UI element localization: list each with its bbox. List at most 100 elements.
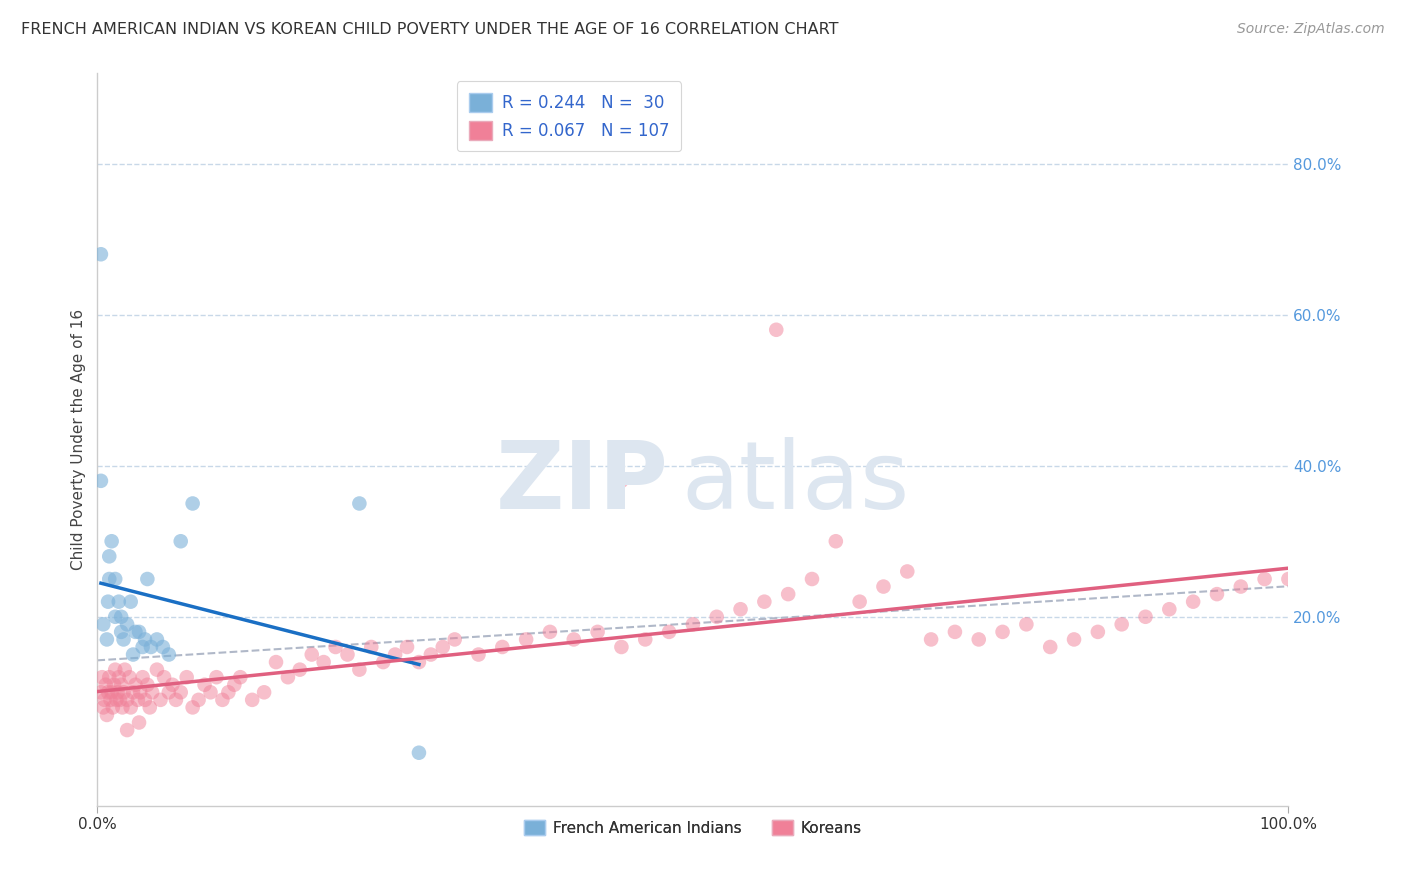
Point (562, 632, 585, 647)
Point (538, 624, 561, 639)
Point (706, 609, 728, 624)
Point (134, 632, 156, 647)
Point (205, 670, 228, 684)
Y-axis label: Child Poverty Under the Age of 16: Child Poverty Under the Age of 16 (72, 309, 86, 570)
Legend: French American Indians, Koreans: French American Indians, Koreans (517, 814, 868, 842)
Point (765, 323, 787, 337)
Point (1063, 632, 1085, 647)
Text: FRENCH AMERICAN INDIAN VS KOREAN CHILD POVERTY UNDER THE AGE OF 16 CORRELATION C: FRENCH AMERICAN INDIAN VS KOREAN CHILD P… (21, 22, 838, 37)
Point (408, 655, 430, 669)
Point (467, 648, 489, 662)
Point (131, 670, 153, 684)
Point (136, 678, 159, 692)
Point (98, 549, 121, 564)
Point (586, 624, 609, 639)
Point (211, 693, 233, 707)
Point (90, 247, 112, 261)
Point (100, 685, 122, 699)
Point (128, 715, 150, 730)
Point (778, 587, 800, 601)
Point (336, 648, 359, 662)
Point (349, 663, 371, 677)
Point (229, 670, 252, 684)
Point (98, 670, 121, 684)
Point (217, 685, 239, 699)
Point (1087, 624, 1109, 639)
Point (104, 572, 127, 586)
Point (136, 572, 159, 586)
Point (187, 693, 209, 707)
Point (97, 685, 120, 699)
Point (112, 632, 135, 647)
Point (141, 685, 163, 699)
Point (90, 474, 112, 488)
Text: Source: ZipAtlas.com: Source: ZipAtlas.com (1237, 22, 1385, 37)
Point (120, 700, 142, 714)
Point (920, 632, 942, 647)
Point (325, 640, 347, 654)
Point (146, 632, 169, 647)
Point (91, 670, 114, 684)
Point (349, 496, 371, 510)
Point (110, 624, 132, 639)
Point (122, 685, 145, 699)
Point (90, 685, 112, 699)
Point (129, 685, 152, 699)
Point (658, 624, 681, 639)
Point (896, 565, 918, 579)
Point (1039, 640, 1062, 654)
Point (118, 670, 141, 684)
Point (107, 685, 129, 699)
Point (181, 496, 204, 510)
Point (1015, 617, 1038, 632)
Point (111, 700, 134, 714)
Point (240, 693, 263, 707)
Point (1111, 617, 1133, 632)
Point (97, 595, 120, 609)
Point (107, 670, 129, 684)
Point (101, 700, 124, 714)
Point (94, 678, 117, 692)
Point (193, 678, 215, 692)
Point (153, 670, 176, 684)
Point (288, 663, 311, 677)
Point (264, 655, 287, 669)
Point (112, 685, 135, 699)
Point (93, 693, 115, 707)
Point (824, 534, 846, 549)
Point (301, 648, 323, 662)
Point (408, 746, 430, 760)
Point (634, 632, 657, 647)
Point (395, 640, 418, 654)
Point (115, 693, 138, 707)
Point (96, 632, 118, 647)
Point (122, 648, 145, 662)
Point (115, 617, 138, 632)
Point (443, 632, 465, 647)
Point (224, 678, 246, 692)
Point (139, 700, 162, 714)
Point (610, 474, 633, 488)
Point (432, 640, 454, 654)
Point (1206, 587, 1229, 601)
Point (373, 655, 395, 669)
Point (176, 670, 198, 684)
Point (754, 595, 776, 609)
Point (107, 595, 129, 609)
Point (1277, 572, 1299, 586)
Point (91, 700, 114, 714)
Point (277, 670, 299, 684)
Point (801, 572, 824, 586)
Text: atlas: atlas (681, 437, 910, 529)
Point (105, 693, 128, 707)
Point (124, 678, 146, 692)
Point (108, 693, 131, 707)
Point (943, 624, 966, 639)
Point (1159, 602, 1181, 616)
Point (162, 678, 184, 692)
Point (419, 648, 441, 662)
Point (103, 678, 125, 692)
Point (134, 693, 156, 707)
Point (170, 685, 193, 699)
Point (200, 685, 222, 699)
